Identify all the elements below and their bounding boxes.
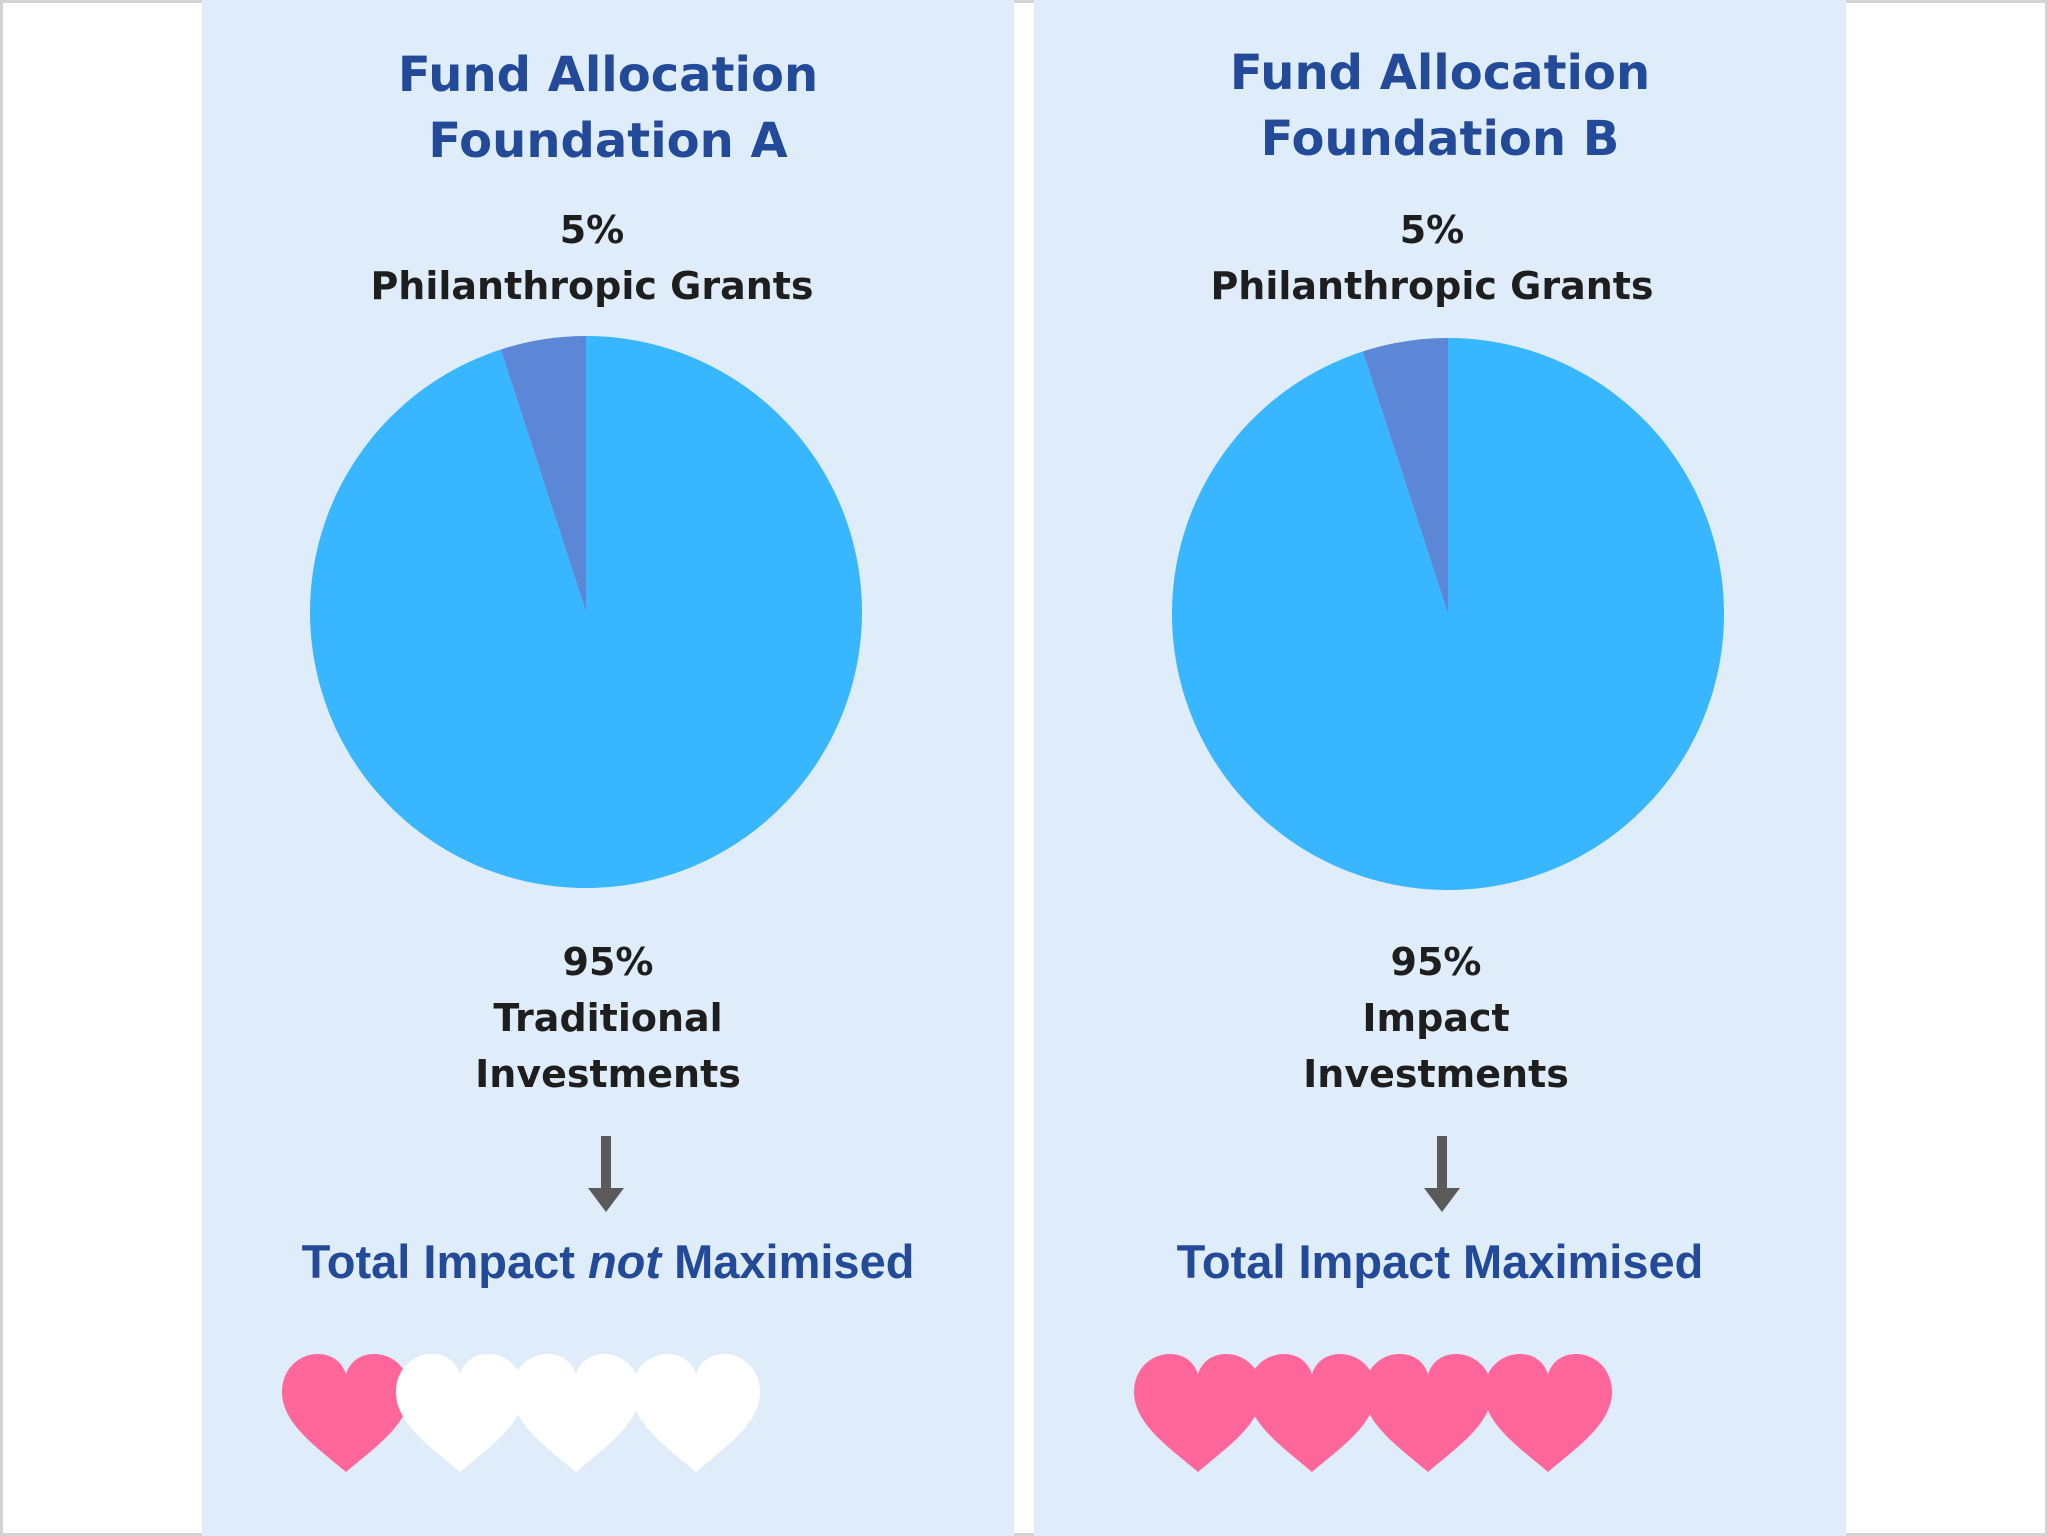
foundation-a-major-percent: 95% bbox=[562, 940, 654, 984]
foundation-b-minor-percent: 5% bbox=[1399, 208, 1465, 252]
heart-empty-icon bbox=[512, 1354, 640, 1472]
foundation-b-hearts bbox=[1034, 1352, 1846, 1482]
down-arrow-icon bbox=[588, 1136, 624, 1212]
foundation-a-major-label: 95% Traditional Investments bbox=[202, 934, 1014, 1102]
heart-empty-icon bbox=[632, 1354, 760, 1472]
foundation-b-major-name-line2: Investments bbox=[1303, 1052, 1569, 1096]
down-arrow-icon bbox=[1424, 1136, 1460, 1212]
foundation-a-minor-name: Philanthropic Grants bbox=[370, 264, 814, 308]
foundation-a-impact-text: Total Impact not Maximised bbox=[202, 1232, 1014, 1292]
impact-text-emphasis: not bbox=[587, 1235, 662, 1288]
foundation-b-major-percent: 95% bbox=[1390, 940, 1482, 984]
foundation-a-panel: Fund Allocation Foundation A 5% Philanth… bbox=[202, 0, 1014, 1536]
foundation-a-pie-chart bbox=[309, 336, 863, 888]
impact-text-after: Maximised bbox=[661, 1235, 915, 1288]
heart-filled-icon bbox=[1134, 1354, 1262, 1472]
foundation-a-title-line1: Fund Allocation bbox=[397, 47, 819, 103]
foundation-a-major-name-line2: Investments bbox=[475, 1052, 741, 1096]
heart-empty-icon bbox=[396, 1354, 524, 1472]
foundation-a-hearts bbox=[202, 1352, 1014, 1482]
foundation-b-major-name-line1: Impact bbox=[1362, 996, 1510, 1040]
foundation-a-minor-label: 5% Philanthropic Grants bbox=[186, 202, 998, 314]
foundation-b-impact-text: Total Impact Maximised bbox=[1034, 1232, 1846, 1292]
heart-filled-icon bbox=[1484, 1354, 1612, 1472]
foundation-b-minor-name: Philanthropic Grants bbox=[1210, 264, 1654, 308]
heart-filled-icon bbox=[1248, 1354, 1376, 1472]
heart-filled-icon bbox=[1364, 1354, 1492, 1472]
foundation-b-panel: Fund Allocation Foundation B 5% Philanth… bbox=[1034, 0, 1846, 1536]
foundation-a-title-line2: Foundation A bbox=[428, 113, 788, 169]
pie-slice-philanthropic-grants bbox=[500, 336, 586, 612]
foundation-b-title-line1: Fund Allocation bbox=[1229, 45, 1651, 101]
foundation-a-minor-percent: 5% bbox=[559, 208, 625, 252]
foundation-a-title: Fund Allocation Foundation A bbox=[202, 42, 1014, 174]
heart-filled-icon bbox=[282, 1354, 410, 1472]
foundation-b-minor-label: 5% Philanthropic Grants bbox=[1026, 202, 1838, 314]
impact-text-before: Total Impact Maximised bbox=[1176, 1235, 1704, 1288]
foundation-b-title-line2: Foundation B bbox=[1260, 111, 1620, 167]
pie-slice-traditional-investments bbox=[309, 336, 863, 888]
pie-slice-philanthropic-grants bbox=[1362, 338, 1448, 614]
foundation-b-major-label: 95% Impact Investments bbox=[1030, 934, 1842, 1102]
foundation-b-pie-chart bbox=[1172, 338, 1724, 890]
impact-text-before: Total Impact bbox=[301, 1235, 588, 1288]
foundation-b-title: Fund Allocation Foundation B bbox=[1034, 40, 1846, 172]
pie-slice-impact-investments bbox=[1172, 338, 1724, 890]
foundation-a-major-name-line1: Traditional bbox=[493, 996, 723, 1040]
